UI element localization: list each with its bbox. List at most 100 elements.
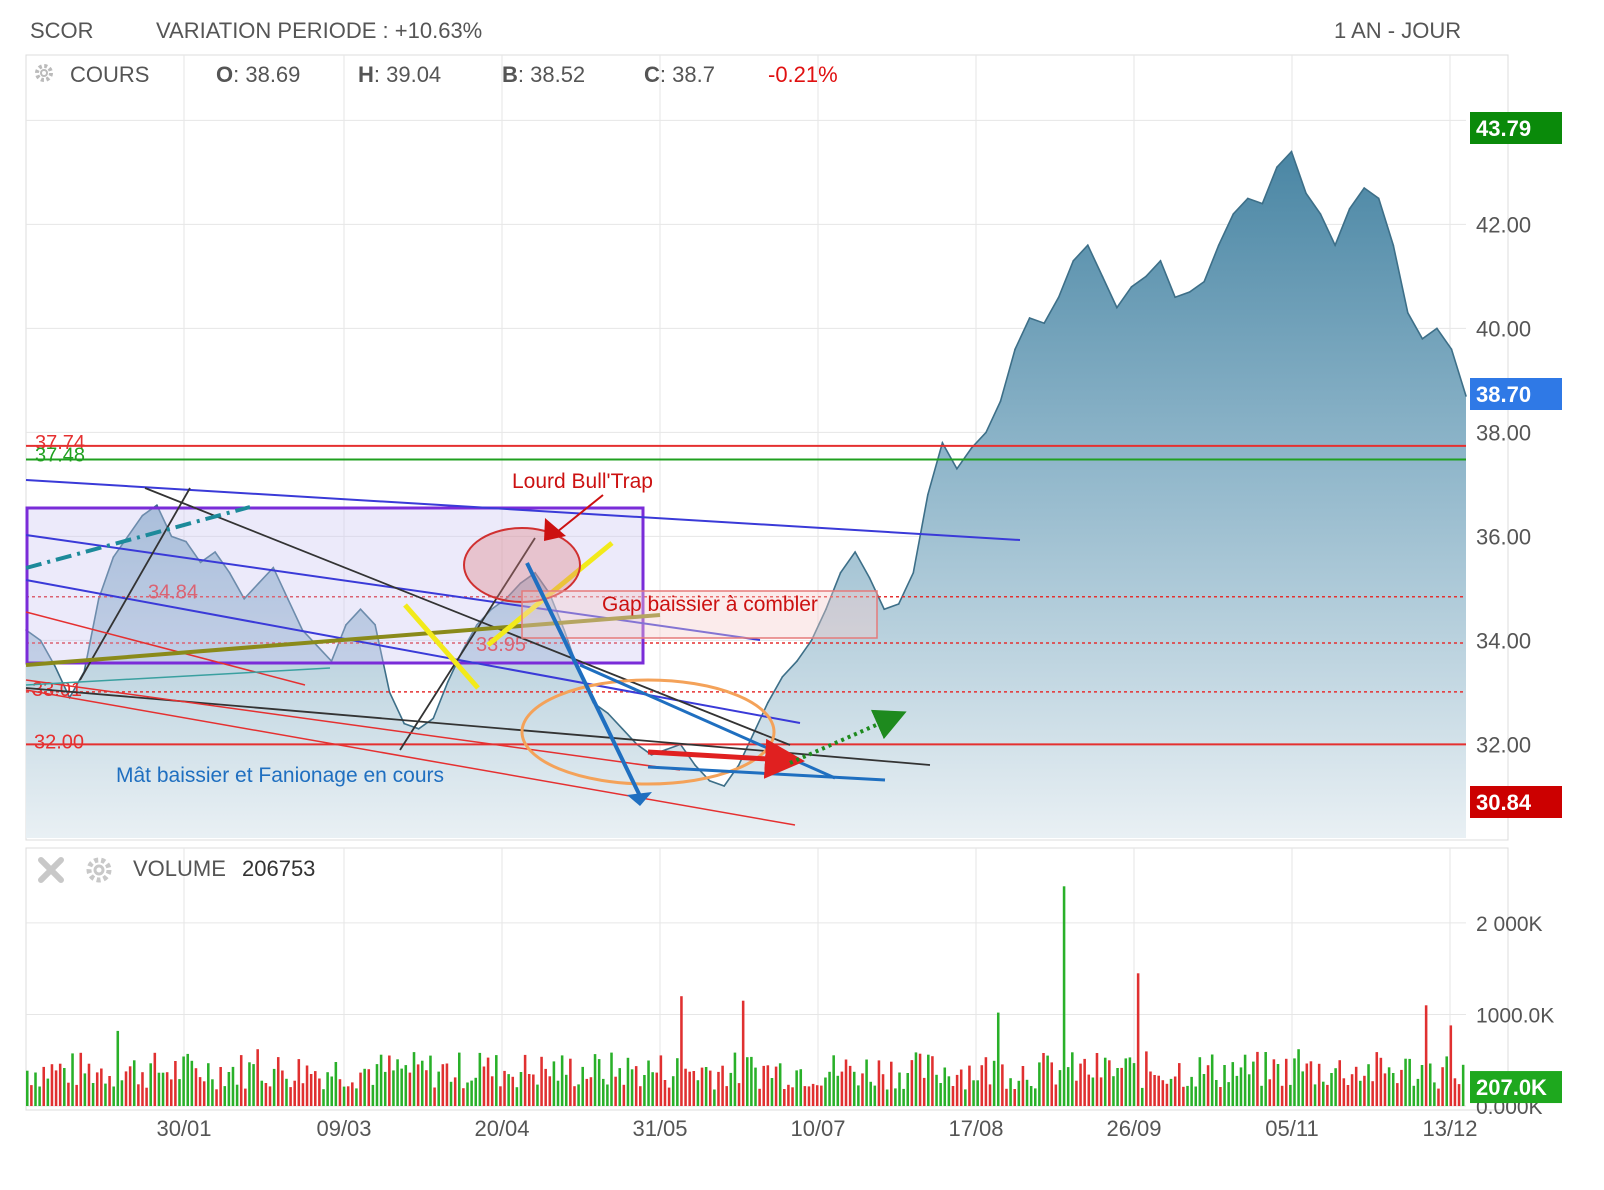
volume-bar — [815, 1085, 819, 1106]
volume-bar — [1231, 1062, 1235, 1106]
volume-bar — [79, 1052, 83, 1106]
price-point — [607, 712, 609, 714]
volume-bar — [597, 1059, 601, 1106]
trendline-red-2 — [25, 679, 681, 771]
volume-bar — [1453, 1078, 1457, 1106]
volume-bar — [128, 1066, 132, 1106]
price-point — [708, 780, 711, 782]
price-point — [897, 603, 900, 605]
x-tick-label: 17/08 — [948, 1116, 1003, 1141]
volume-bar — [1252, 1061, 1255, 1106]
drawings — [25, 479, 1021, 826]
close-icon[interactable] — [36, 855, 66, 885]
volume-bar — [474, 1077, 478, 1106]
price-point — [767, 702, 769, 704]
volume-bar — [408, 1072, 412, 1106]
volume-bar — [552, 1061, 556, 1106]
price-point — [1421, 338, 1424, 340]
volume-bar — [918, 1053, 922, 1106]
volume-bar — [1260, 1085, 1263, 1106]
volume-bar — [1128, 1057, 1132, 1106]
volume-bar — [1206, 1065, 1210, 1106]
price-point — [941, 442, 944, 444]
volume-bar — [1021, 1066, 1025, 1106]
volume-bar — [174, 1061, 177, 1106]
volume-bar — [425, 1070, 428, 1106]
price-tag-label: 38.70 — [1476, 382, 1531, 407]
volume-bar — [1087, 1074, 1091, 1106]
volume-bar — [511, 1076, 515, 1106]
volume-bar — [1239, 1067, 1243, 1106]
price-point — [359, 608, 362, 610]
volume-bar — [1173, 1076, 1177, 1106]
volume-bar — [1268, 1079, 1272, 1106]
open-label: O — [216, 62, 234, 87]
volume-bar — [495, 1055, 498, 1106]
volume-bar — [314, 1071, 317, 1106]
price-point — [1101, 275, 1104, 278]
volume-bar — [202, 1081, 206, 1106]
volume-bar — [507, 1074, 510, 1106]
price-point — [1407, 312, 1409, 314]
volume-bar — [560, 1055, 564, 1106]
volume-bar — [1165, 1083, 1169, 1106]
volume-bar — [1034, 1088, 1037, 1106]
volume-bar — [610, 1052, 613, 1106]
volume-bar — [639, 1086, 642, 1106]
volume-bar — [235, 1084, 239, 1106]
volume-bar — [1449, 1025, 1453, 1106]
volume-bar — [618, 1068, 622, 1106]
price-point — [694, 764, 696, 766]
volume-bar — [733, 1052, 737, 1106]
price-tag — [1470, 112, 1562, 144]
volume-bar — [190, 1060, 194, 1106]
volume-value: 206753 — [242, 856, 316, 881]
volume-bar — [363, 1068, 366, 1106]
volume-bar — [807, 1086, 811, 1106]
volume-bar — [1264, 1052, 1267, 1106]
level-label: 34.84 — [148, 582, 198, 604]
close-readout: C: 38.7 — [644, 62, 715, 88]
price-point — [999, 400, 1002, 403]
volume-bar — [1071, 1052, 1074, 1106]
volume-bar — [305, 1065, 309, 1106]
volume-bar — [774, 1066, 778, 1106]
variation-label: VARIATION PERIODE : +10.63% — [156, 18, 483, 43]
gear-icon[interactable] — [33, 62, 55, 84]
volume-bar — [803, 1086, 807, 1106]
gear-icon[interactable] — [84, 855, 114, 885]
volume-bar — [902, 1088, 905, 1106]
breakout-arrow-red — [647, 738, 805, 779]
volume-bar — [1437, 1088, 1440, 1106]
price-point — [432, 717, 435, 720]
volume-bar — [392, 1070, 395, 1106]
volume-bar — [573, 1086, 576, 1106]
volume-bar — [1367, 1064, 1370, 1106]
volume-bar — [585, 1078, 589, 1106]
volume-bar — [931, 1056, 934, 1106]
price-point — [1217, 244, 1220, 246]
volume-bar — [1108, 1060, 1111, 1106]
volume-bar — [449, 1081, 453, 1106]
volume-bar — [729, 1072, 733, 1106]
volume-bar — [1038, 1062, 1041, 1106]
volume-bar — [766, 1065, 770, 1106]
volume-bar — [606, 1084, 609, 1106]
volume-bar — [564, 1074, 568, 1106]
trendline-teal-dashdot — [25, 505, 251, 570]
annotation-label: Gap baissier à combler — [602, 593, 818, 616]
high-label: H — [358, 62, 374, 87]
volume-bar — [1112, 1076, 1115, 1106]
volume-bar — [951, 1086, 955, 1106]
price-point — [1232, 213, 1235, 215]
volume-bar — [947, 1076, 951, 1106]
high-readout: H: 39.04 — [358, 62, 441, 88]
volume-bar — [593, 1054, 597, 1106]
period-selector[interactable]: 1 AN - JOUR — [1334, 18, 1462, 43]
volume-bar — [659, 1055, 663, 1106]
volume-bar — [1289, 1084, 1292, 1106]
volume-bar — [1354, 1066, 1358, 1106]
price-point — [1363, 187, 1365, 189]
volume-bar — [108, 1076, 111, 1106]
price-point — [1377, 197, 1380, 200]
